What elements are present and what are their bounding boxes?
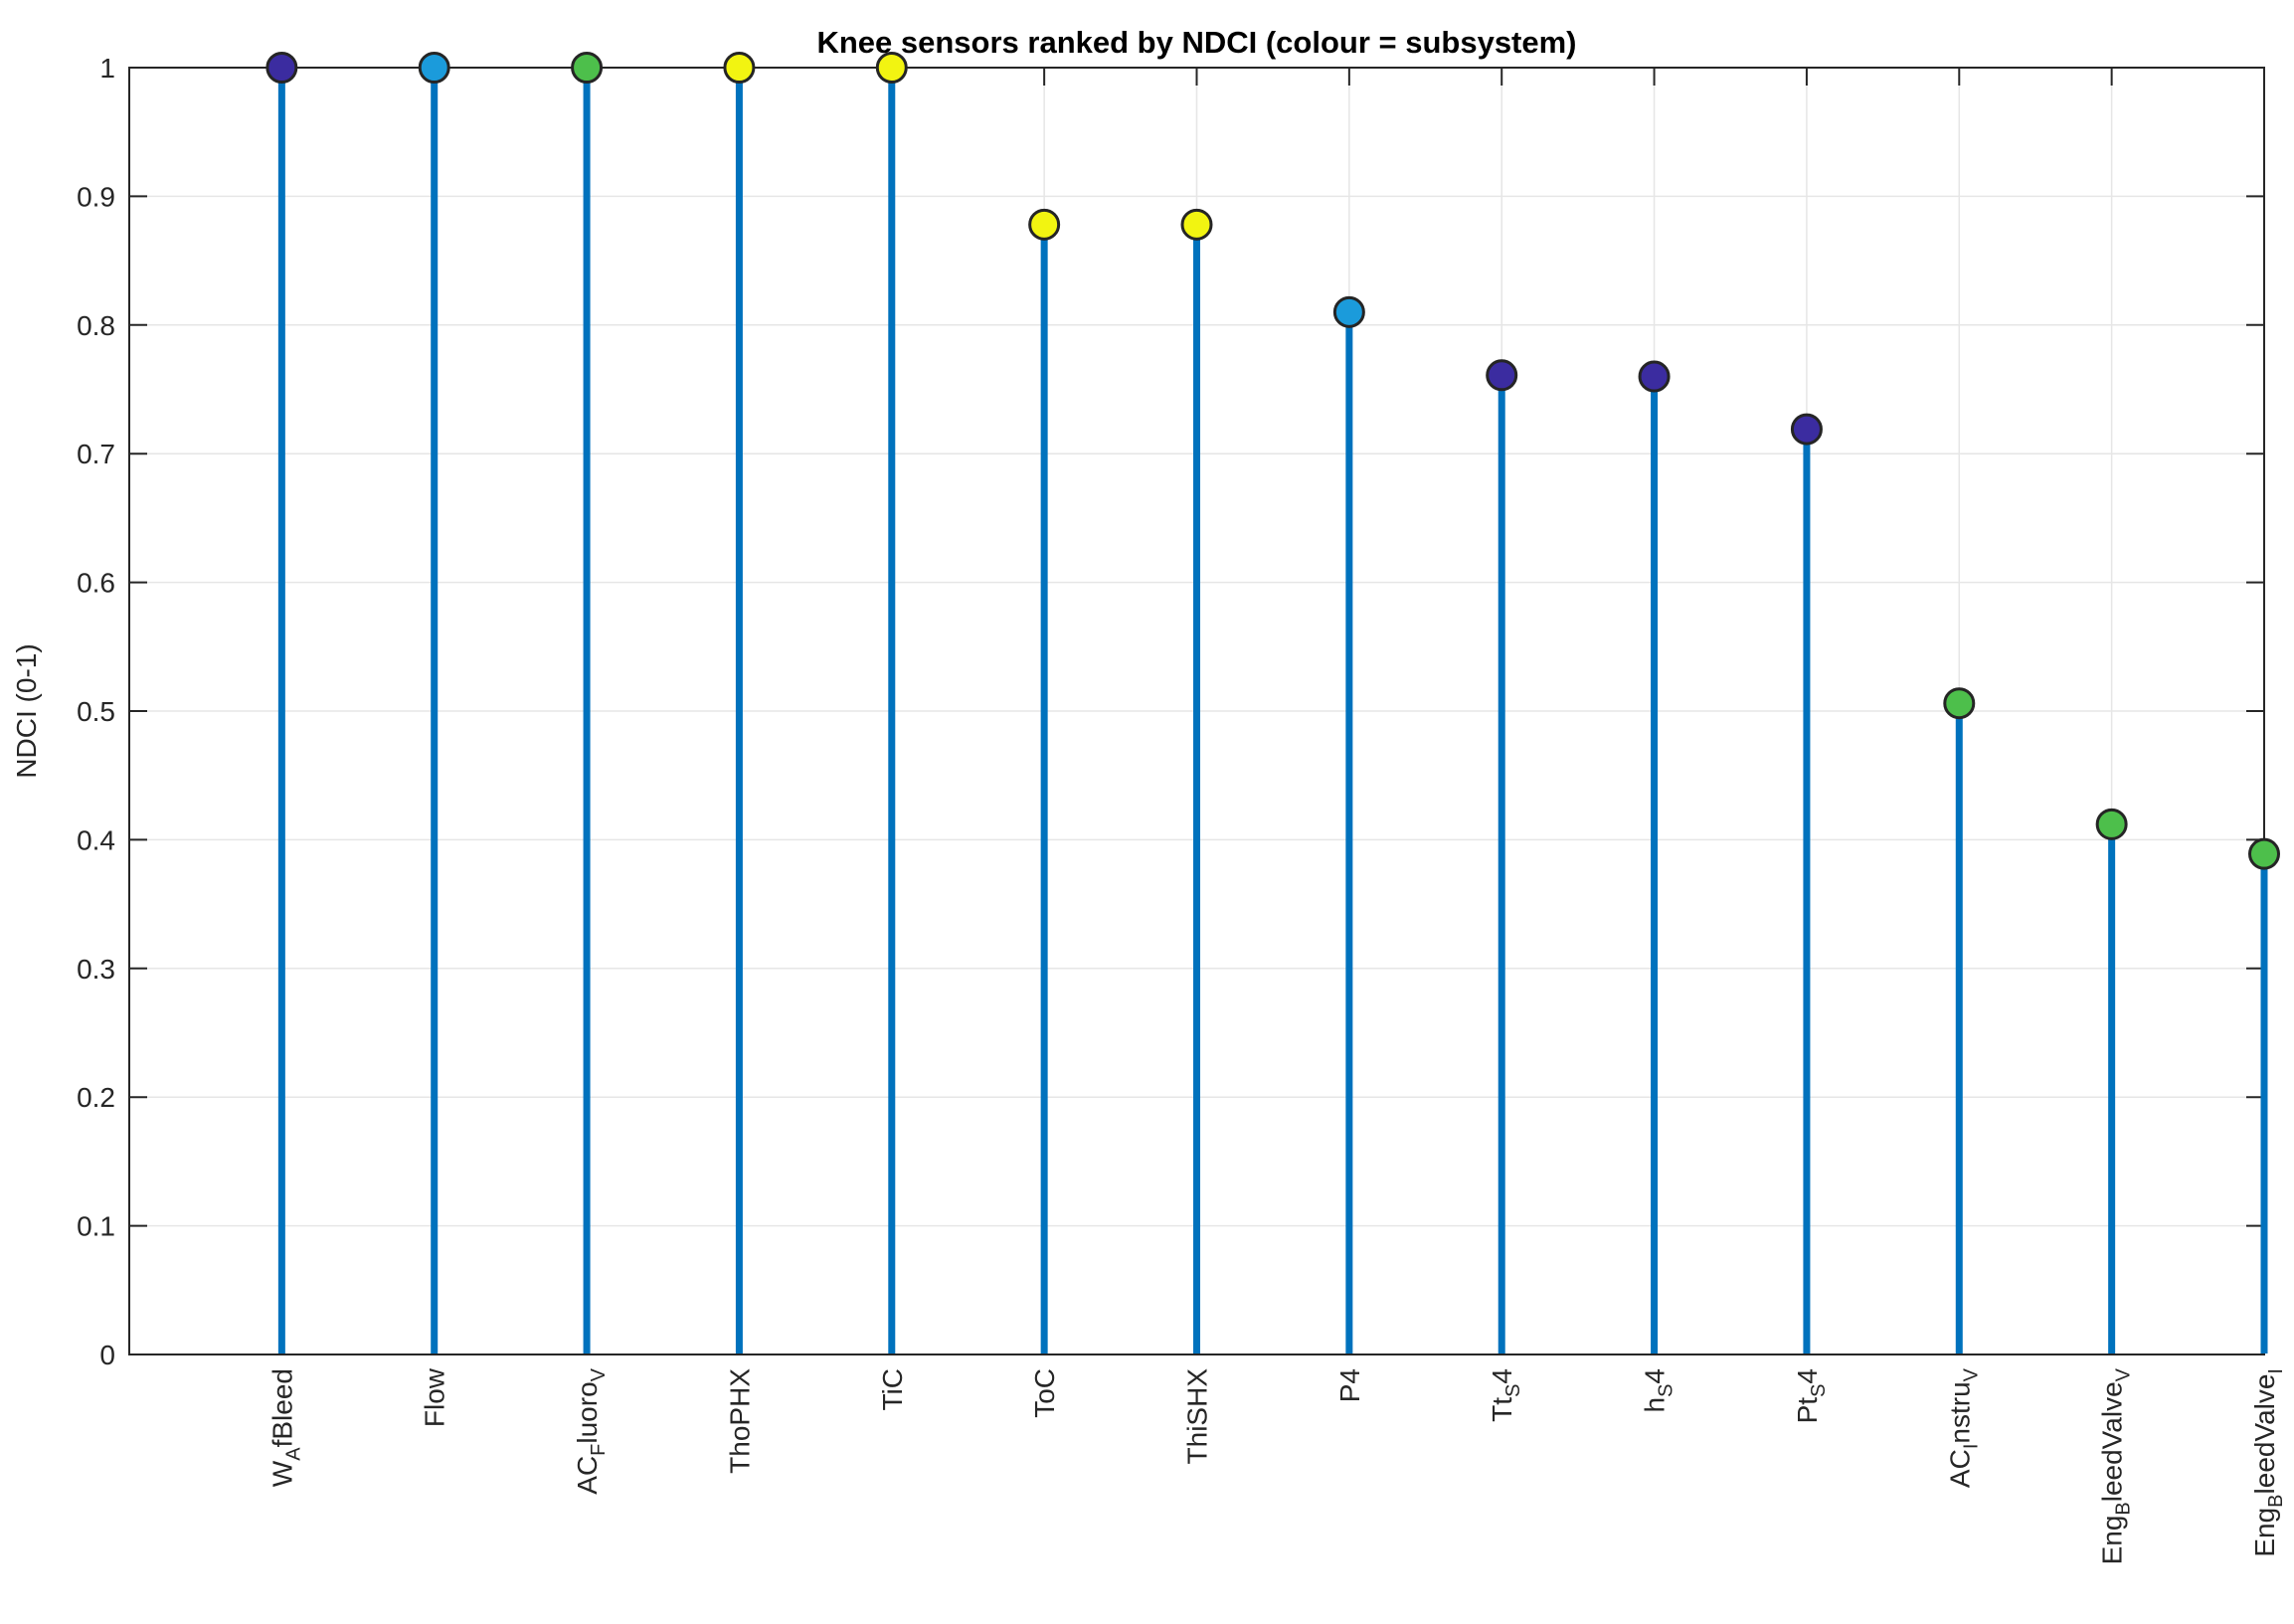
x-category-label: hS4 bbox=[1640, 1368, 1677, 1413]
x-category-label: PtS4 bbox=[1792, 1368, 1830, 1423]
chart-title: Knee sensors ranked by NDCI (colour = su… bbox=[816, 25, 1577, 60]
stem-marker bbox=[2095, 808, 2128, 840]
x-label-text: Flow bbox=[420, 1367, 450, 1427]
x-label-text: AC bbox=[572, 1456, 603, 1495]
y-tick-label: 0.9 bbox=[77, 181, 115, 212]
x-label-subscript: V bbox=[1960, 1367, 1982, 1381]
stem-marker bbox=[1638, 360, 1671, 393]
y-tick-label: 0.3 bbox=[77, 954, 115, 985]
y-axis-label: NDCI (0-1) bbox=[11, 643, 42, 779]
y-tick-label: 1 bbox=[99, 53, 115, 84]
x-label-text: TiC bbox=[877, 1368, 908, 1411]
stem-marker bbox=[1028, 208, 1061, 241]
y-tick-label: 0.2 bbox=[77, 1082, 115, 1113]
stem-marker bbox=[418, 52, 450, 84]
x-label-subscript: S bbox=[1808, 1384, 1830, 1397]
x-category-label: TiC bbox=[877, 1368, 908, 1411]
x-label-subscript: B bbox=[2265, 1494, 2287, 1507]
x-label-text: ThoPHX bbox=[724, 1368, 755, 1474]
x-label-text: Eng bbox=[2249, 1508, 2280, 1557]
y-tick-label: 0.4 bbox=[77, 824, 115, 855]
x-category-label: ThiSHX bbox=[1182, 1368, 1213, 1465]
x-category-label: P4 bbox=[1334, 1368, 1365, 1402]
y-tick-label: 0.6 bbox=[77, 568, 115, 599]
x-label-subscript: I bbox=[2265, 1368, 2287, 1374]
x-label-text: ToC bbox=[1029, 1368, 1060, 1418]
y-tick-label: 0.1 bbox=[77, 1211, 115, 1242]
y-tick-label: 0.7 bbox=[77, 439, 115, 469]
x-label-text: 4 bbox=[1487, 1368, 1517, 1384]
x-label-subscript: V bbox=[588, 1367, 610, 1381]
x-label-subscript: B bbox=[2113, 1502, 2135, 1515]
x-label-subscript: S bbox=[1502, 1384, 1524, 1397]
x-category-label: ThoPHX bbox=[724, 1368, 755, 1474]
x-label-subscript: V bbox=[2113, 1367, 2135, 1381]
x-category-label: ACInstruV bbox=[1944, 1367, 1982, 1488]
stem-marker bbox=[1943, 687, 1976, 720]
y-tick-label: 0.5 bbox=[77, 696, 115, 727]
stem-marker bbox=[1180, 208, 1213, 241]
x-label-subscript: S bbox=[1656, 1384, 1677, 1397]
x-label-text: AC bbox=[1944, 1449, 1975, 1488]
x-label-text: h bbox=[1640, 1397, 1671, 1413]
stem-marker bbox=[1790, 413, 1823, 446]
x-label-subscript: I bbox=[1960, 1444, 1982, 1450]
x-label-subscript: A bbox=[282, 1447, 304, 1461]
stem-marker bbox=[2248, 837, 2280, 870]
stem-marker bbox=[1486, 359, 1518, 392]
x-label-text: fBleed bbox=[266, 1368, 297, 1447]
x-label-text: 4 bbox=[1792, 1368, 1823, 1384]
x-label-text: W bbox=[266, 1460, 297, 1487]
stem-marker bbox=[265, 52, 298, 84]
x-label-text: ThiSHX bbox=[1182, 1368, 1213, 1465]
x-category-label: ToC bbox=[1029, 1368, 1060, 1418]
x-label-subscript: F bbox=[588, 1444, 610, 1456]
stem-marker bbox=[1332, 295, 1365, 328]
stem-marker bbox=[723, 52, 756, 84]
x-category-label: EngBleedValveI bbox=[2249, 1368, 2287, 1557]
x-label-text: nstru bbox=[1944, 1381, 1975, 1443]
x-label-text: Tt bbox=[1487, 1397, 1517, 1422]
x-category-label: TtS4 bbox=[1487, 1368, 1524, 1422]
stem-marker bbox=[571, 52, 604, 84]
x-label-text: leedValve bbox=[2097, 1381, 2128, 1502]
y-tick-label: 0.8 bbox=[77, 310, 115, 341]
x-label-text: P4 bbox=[1334, 1368, 1365, 1402]
x-category-label: Flow bbox=[420, 1367, 450, 1427]
x-category-label: EngBleedValveV bbox=[2097, 1367, 2135, 1564]
x-label-text: luoro bbox=[572, 1381, 603, 1443]
stem-marker bbox=[875, 52, 908, 84]
x-label-text: leedValve bbox=[2249, 1374, 2280, 1495]
x-label-text: Eng bbox=[2097, 1516, 2128, 1565]
x-label-text: 4 bbox=[1640, 1368, 1671, 1384]
x-category-label: ACFluoroV bbox=[572, 1367, 610, 1494]
x-category-label: WAfBleed bbox=[266, 1368, 304, 1487]
y-tick-label: 0 bbox=[99, 1340, 115, 1370]
x-label-text: Pt bbox=[1792, 1397, 1823, 1424]
